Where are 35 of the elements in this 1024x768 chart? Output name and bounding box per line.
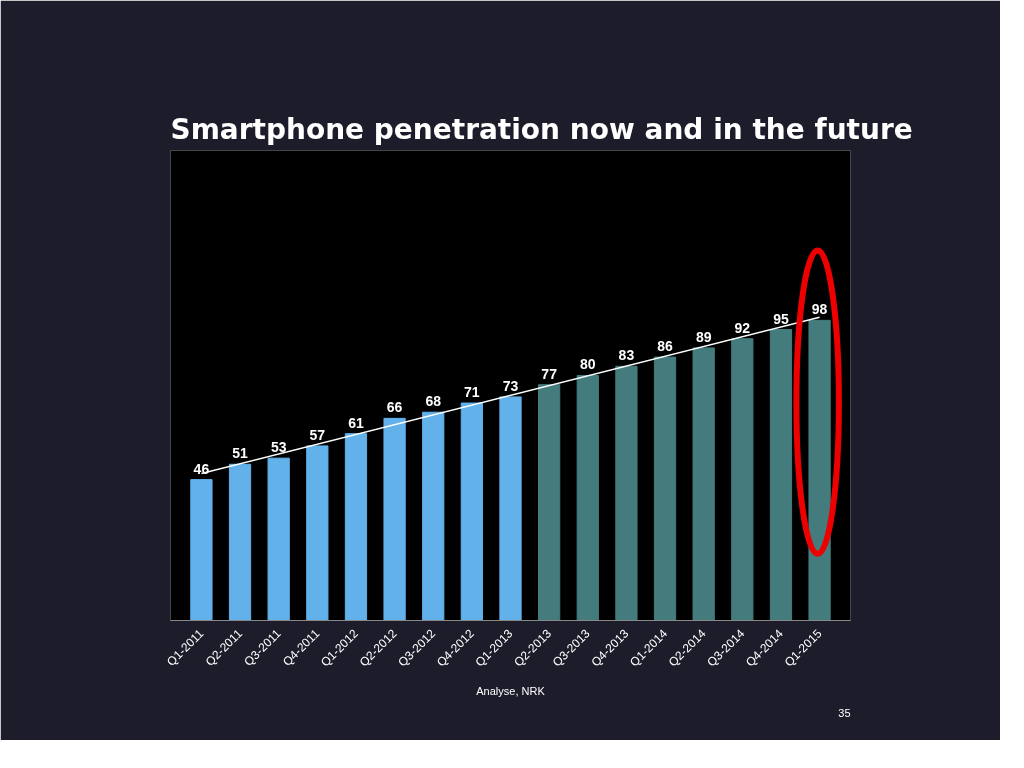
bar — [344, 433, 368, 621]
data-label: 73 — [502, 377, 519, 394]
bar — [383, 417, 406, 621]
data-label: 57 — [309, 426, 326, 443]
bar — [267, 457, 290, 621]
data-label: 68 — [425, 393, 442, 410]
bar — [306, 445, 329, 621]
bar — [538, 384, 561, 621]
data-label: 51 — [232, 445, 249, 462]
bar — [190, 479, 213, 621]
bar — [731, 338, 754, 621]
data-label: 71 — [464, 384, 480, 401]
data-label: 66 — [386, 399, 403, 416]
data-label: 95 — [773, 310, 789, 327]
bar — [615, 365, 638, 621]
bar — [460, 402, 483, 621]
data-label: 86 — [657, 338, 674, 355]
bar — [499, 396, 522, 621]
data-label: 46 — [193, 460, 210, 477]
data-label: 61 — [348, 414, 364, 431]
bar — [422, 411, 445, 621]
data-label: 98 — [811, 301, 828, 318]
data-label: 80 — [579, 356, 596, 373]
text: Analyse, NRK — [476, 684, 546, 697]
data-label: 92 — [734, 319, 751, 336]
bar — [228, 463, 252, 621]
data-label: 89 — [695, 328, 712, 345]
bar — [653, 356, 677, 621]
bar — [576, 374, 599, 621]
bar — [692, 347, 715, 621]
data-label: 77 — [541, 365, 558, 382]
chart-title: Smartphone penetration now and in the future — [170, 112, 913, 146]
data-label: 83 — [618, 347, 635, 364]
data-label: 53 — [270, 439, 287, 456]
text: 35 — [838, 706, 851, 719]
